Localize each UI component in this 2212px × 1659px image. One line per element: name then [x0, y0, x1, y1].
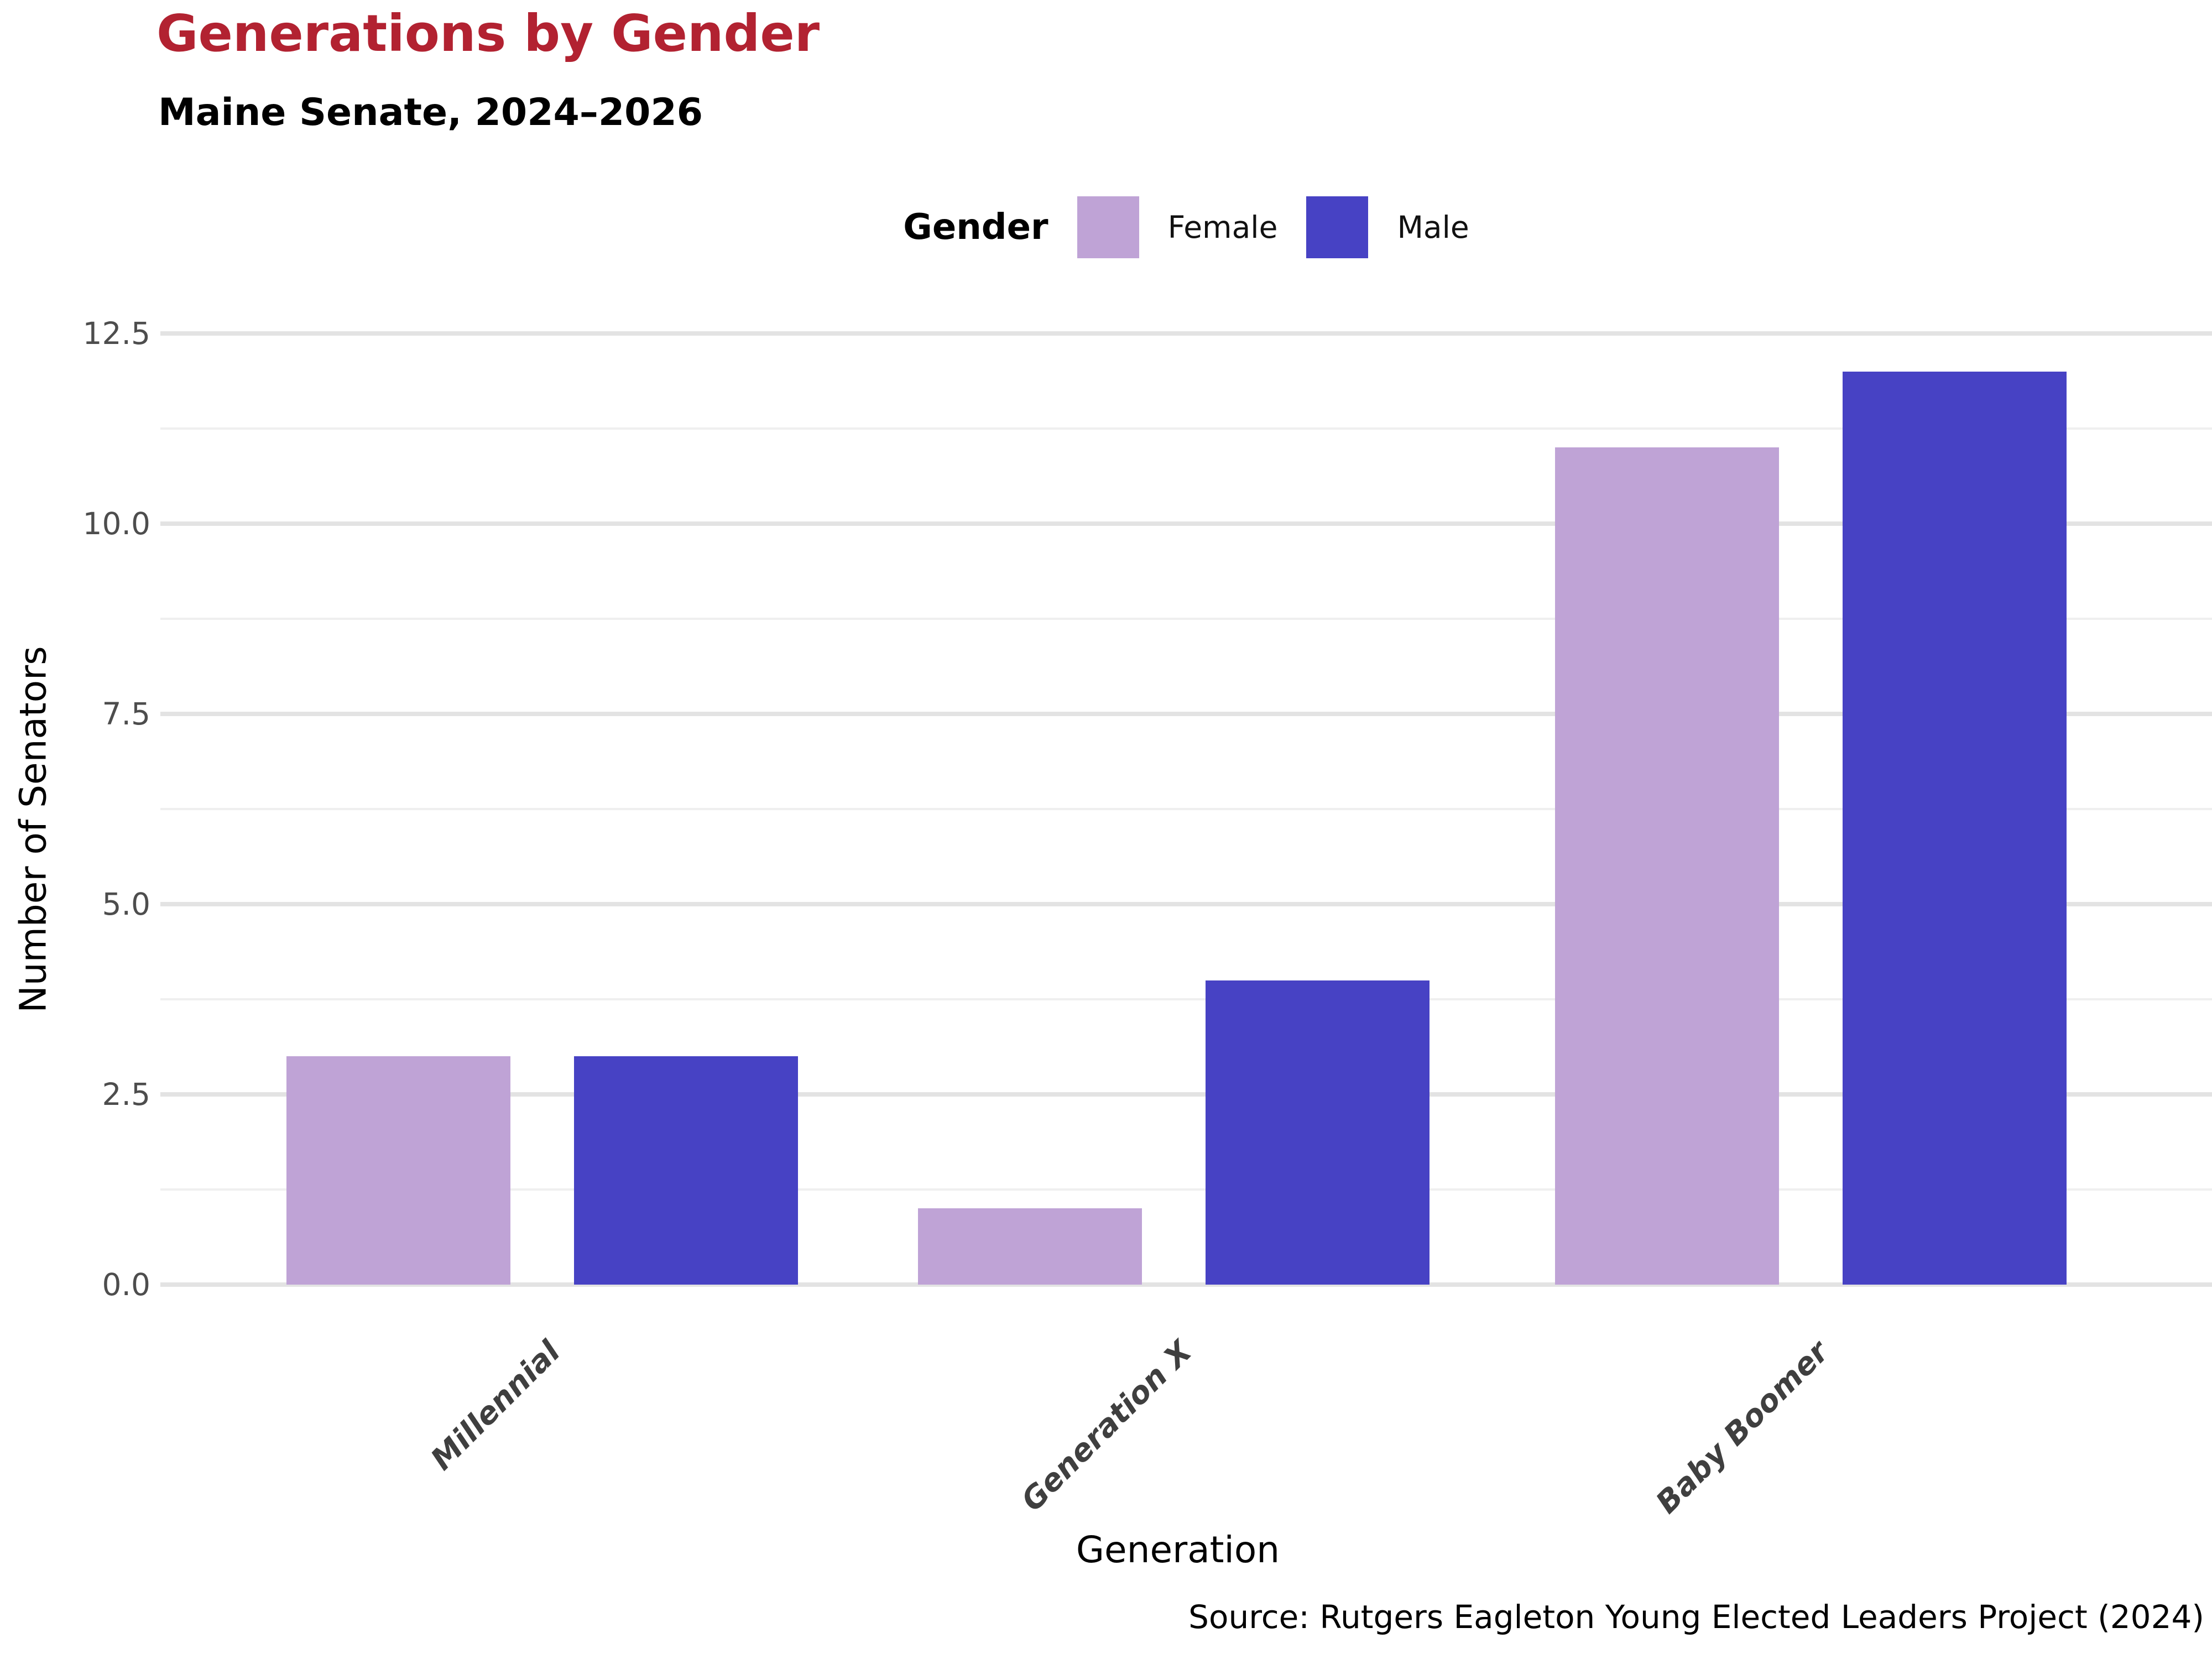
bar-generation-x-female — [917, 1208, 1142, 1285]
bar-millennial-female — [286, 1056, 510, 1285]
y-tick-label: 2.5 — [102, 1077, 150, 1112]
gridline-major — [160, 712, 2212, 716]
x-tick-label-generation-x: Generation X — [1014, 1334, 1199, 1518]
gridline-major — [160, 902, 2212, 906]
x-axis-title: Generation — [1076, 1528, 1280, 1571]
gridline-major — [160, 331, 2212, 336]
y-tick-label: 7.5 — [102, 696, 150, 732]
legend-label-female: Female — [1167, 210, 1278, 245]
legend-swatch-male — [1306, 196, 1369, 258]
bar-millennial-male — [573, 1056, 798, 1285]
y-tick-label: 10.0 — [82, 506, 150, 541]
gridline-minor — [160, 1188, 2212, 1191]
x-tick-label-baby-boomer: Baby Boomer — [1649, 1334, 1836, 1521]
gridline-minor — [160, 618, 2212, 620]
legend-title: Gender — [903, 207, 1048, 248]
chart-title: Generations by Gender — [156, 4, 820, 63]
gridline-major — [160, 1282, 2212, 1287]
gridline-minor — [160, 427, 2212, 430]
legend: Gender Female Male — [160, 191, 2212, 263]
x-tick-label-millennial: Millennial — [424, 1334, 567, 1477]
gridline-major — [160, 1092, 2212, 1097]
legend-label-male: Male — [1397, 210, 1469, 245]
source-note: Source: Rutgers Eagleton Young Elected L… — [1188, 1598, 2204, 1636]
y-tick-label: 0.0 — [102, 1267, 150, 1302]
y-tick-label: 12.5 — [82, 316, 150, 351]
legend-entries: Female Male — [1077, 196, 1469, 258]
bar-baby-boomer-male — [1842, 371, 2067, 1285]
legend-swatch-female — [1077, 196, 1139, 258]
y-axis-title: Number of Senators — [12, 646, 55, 1013]
chart-subtitle: Maine Senate, 2024–2026 — [158, 91, 703, 134]
gridline-minor — [160, 998, 2212, 1000]
bar-baby-boomer-female — [1554, 447, 1779, 1285]
y-tick-label: 5.0 — [102, 886, 150, 922]
gridline-major — [160, 521, 2212, 526]
bar-generation-x-male — [1205, 980, 1430, 1285]
gridline-minor — [160, 808, 2212, 810]
